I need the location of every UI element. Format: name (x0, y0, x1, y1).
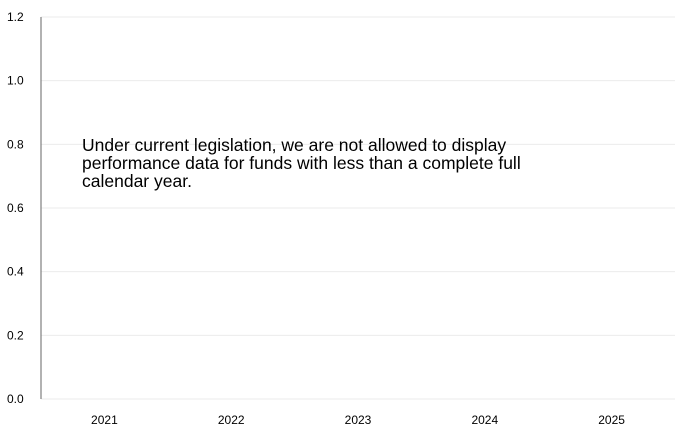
y-tick-label: 0.2 (7, 328, 24, 342)
y-tick-label: 1.2 (7, 10, 24, 24)
y-tick-label: 0.6 (7, 201, 24, 215)
x-tick-label: 2022 (218, 413, 245, 426)
y-tick-label: 0.8 (7, 137, 24, 151)
x-tick-label: 2023 (345, 413, 372, 426)
x-axis-ticks: 2021 2022 2023 2024 2025 (91, 413, 625, 426)
y-axis-ticks: 0.0 0.2 0.4 0.6 0.8 1.0 1.2 (7, 10, 24, 406)
x-tick-label: 2024 (471, 413, 498, 426)
notice-line-3: calendar year. (82, 171, 192, 191)
grid-lines (41, 16, 675, 400)
x-tick-label: 2021 (91, 413, 118, 426)
legislation-notice: Under current legislation, we are not al… (82, 136, 662, 190)
y-tick-label: 1.0 (7, 74, 24, 88)
x-tick-label: 2025 (598, 413, 625, 426)
y-tick-label: 0.4 (7, 265, 24, 279)
notice-line-1: Under current legislation, we are not al… (82, 135, 507, 155)
notice-line-2: performance data for funds with less tha… (82, 153, 521, 173)
y-tick-label: 0.0 (7, 392, 24, 406)
